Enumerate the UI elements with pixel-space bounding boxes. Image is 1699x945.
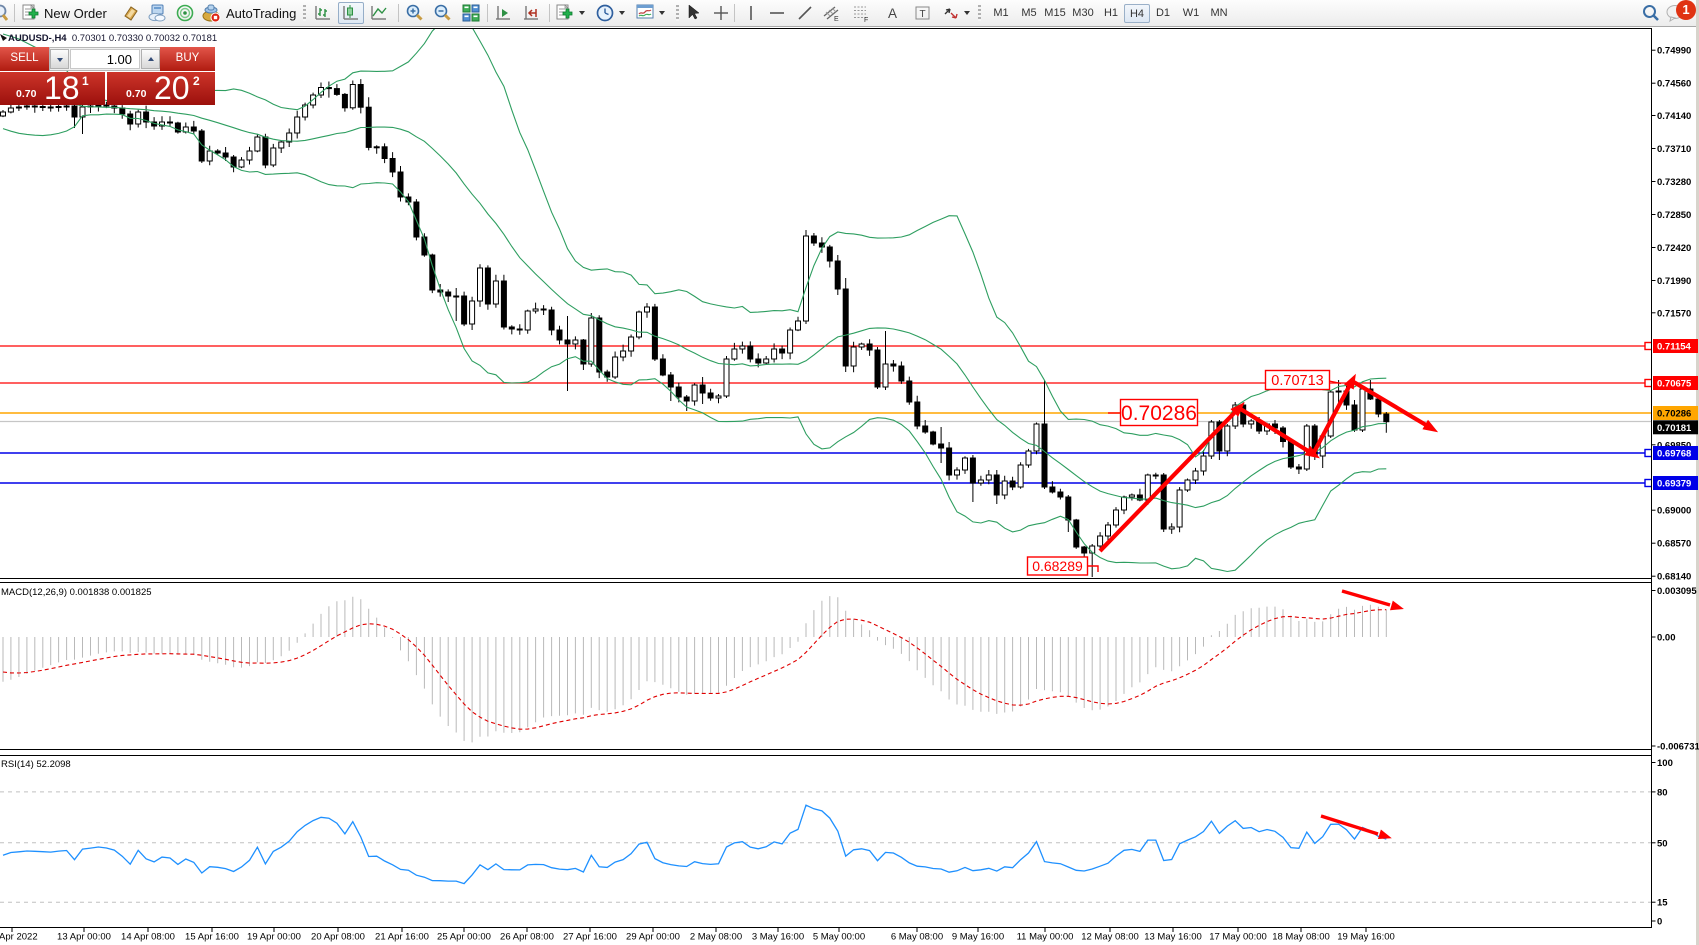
- svg-text:50: 50: [1657, 838, 1668, 849]
- svg-text:0.73280: 0.73280: [1657, 177, 1691, 188]
- svg-text:0.72420: 0.72420: [1657, 243, 1691, 254]
- svg-text:29 Apr 00:00: 29 Apr 00:00: [626, 932, 680, 943]
- svg-text:E: E: [834, 16, 839, 22]
- svg-text:11 May 00:00: 11 May 00:00: [1017, 932, 1074, 943]
- svg-text:0.72850: 0.72850: [1657, 210, 1691, 221]
- svg-text:12 Apr 2022: 12 Apr 2022: [0, 932, 38, 943]
- svg-text:0.70286: 0.70286: [1121, 402, 1197, 425]
- svg-text:RSI(14) 52.2098: RSI(14) 52.2098: [1, 759, 71, 770]
- svg-text:0.70286: 0.70286: [1657, 409, 1691, 420]
- svg-text:0.74990: 0.74990: [1657, 46, 1691, 57]
- svg-text:19 May 16:00: 19 May 16:00: [1337, 932, 1395, 943]
- svg-text:0.69850: 0.69850: [1657, 440, 1691, 451]
- svg-text:17 May 00:00: 17 May 00:00: [1209, 932, 1267, 943]
- svg-text:20 Apr 08:00: 20 Apr 08:00: [311, 932, 365, 943]
- svg-text:26 Apr 08:00: 26 Apr 08:00: [500, 932, 554, 943]
- svg-text:3 May 16:00: 3 May 16:00: [752, 932, 804, 943]
- svg-text:0.71990: 0.71990: [1657, 276, 1691, 287]
- svg-text:100: 100: [1657, 758, 1673, 769]
- svg-text:0.68570: 0.68570: [1657, 539, 1691, 550]
- svg-text:0.69768: 0.69768: [1657, 449, 1691, 460]
- svg-text:0.73710: 0.73710: [1657, 144, 1691, 155]
- svg-text:0.71154: 0.71154: [1657, 342, 1692, 353]
- svg-text:-0.006731: -0.006731: [1657, 742, 1699, 753]
- svg-text:9 May 16:00: 9 May 16:00: [952, 932, 1004, 943]
- svg-text:15 Apr 16:00: 15 Apr 16:00: [185, 932, 239, 943]
- svg-text:14 Apr 08:00: 14 Apr 08:00: [121, 932, 175, 943]
- svg-text:6 May 08:00: 6 May 08:00: [891, 932, 943, 943]
- svg-text:F: F: [864, 17, 868, 22]
- svg-text:0.69000: 0.69000: [1657, 506, 1691, 517]
- svg-text:5 May 00:00: 5 May 00:00: [813, 932, 865, 943]
- svg-text:2 May 08:00: 2 May 08:00: [690, 932, 742, 943]
- svg-text:13 May 16:00: 13 May 16:00: [1144, 932, 1202, 943]
- svg-text:0.70181: 0.70181: [1657, 423, 1692, 434]
- svg-text:0.003095: 0.003095: [1657, 586, 1697, 597]
- svg-text:12 May 08:00: 12 May 08:00: [1081, 932, 1139, 943]
- svg-text:MACD(12,26,9) 0.001838 0.00182: MACD(12,26,9) 0.001838 0.001825: [1, 587, 152, 598]
- svg-text:0.68289: 0.68289: [1032, 558, 1083, 574]
- svg-text:27 Apr 16:00: 27 Apr 16:00: [563, 932, 617, 943]
- svg-text:19 Apr 00:00: 19 Apr 00:00: [247, 932, 301, 943]
- svg-text:0.69379: 0.69379: [1657, 479, 1691, 490]
- svg-text:21 Apr 16:00: 21 Apr 16:00: [375, 932, 429, 943]
- svg-text:15: 15: [1657, 898, 1668, 909]
- svg-text:0.74560: 0.74560: [1657, 79, 1691, 90]
- svg-text:80: 80: [1657, 787, 1668, 798]
- svg-text:T: T: [920, 9, 926, 20]
- svg-text:0.74140: 0.74140: [1657, 111, 1691, 122]
- svg-text:25 Apr 00:00: 25 Apr 00:00: [437, 932, 491, 943]
- svg-text:0.68140: 0.68140: [1657, 572, 1691, 583]
- svg-text:13 Apr 00:00: 13 Apr 00:00: [57, 932, 111, 943]
- svg-text:18 May 08:00: 18 May 08:00: [1272, 932, 1330, 943]
- svg-text:0.00: 0.00: [1657, 633, 1676, 644]
- svg-text:0.71570: 0.71570: [1657, 308, 1691, 319]
- svg-text:0.70713: 0.70713: [1271, 373, 1323, 389]
- svg-text:0.70675: 0.70675: [1657, 379, 1692, 390]
- svg-text:0: 0: [1657, 917, 1662, 928]
